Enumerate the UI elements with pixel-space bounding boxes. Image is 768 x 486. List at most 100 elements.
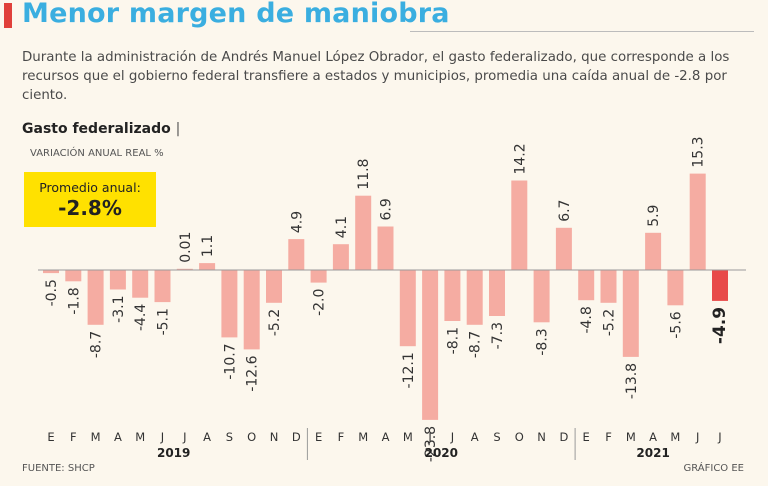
month-tick-label: D xyxy=(292,430,301,444)
month-tick-label: E xyxy=(583,430,590,444)
bar xyxy=(154,270,171,303)
month-tick-label: N xyxy=(537,430,546,444)
month-tick-label: F xyxy=(338,430,345,444)
value-label: 14.2 xyxy=(512,143,528,174)
month-tick-label: O xyxy=(515,430,524,444)
value-label: 4.9 xyxy=(289,211,305,233)
value-label: 11.8 xyxy=(356,159,372,190)
average-label: Promedio anual: xyxy=(39,180,141,195)
month-tick-label: S xyxy=(226,430,233,444)
month-tick-label: M xyxy=(670,430,680,444)
month-tick-label: J xyxy=(182,430,186,444)
bar xyxy=(332,244,349,270)
bar xyxy=(712,270,728,301)
average-box: Promedio anual: -2.8% xyxy=(24,172,156,227)
bar xyxy=(667,270,684,306)
month-tick-label: M xyxy=(626,430,636,444)
value-label: -0.5 xyxy=(44,279,60,306)
value-label: -8.1 xyxy=(445,327,461,354)
value-label: -4.4 xyxy=(133,304,149,331)
month-tick-label: O xyxy=(247,430,256,444)
value-label: 5.9 xyxy=(646,205,662,227)
bar xyxy=(422,270,439,420)
month-tick-label: M xyxy=(403,430,413,444)
bar xyxy=(689,173,706,270)
value-label: -5.2 xyxy=(267,309,283,336)
month-tick-label: F xyxy=(605,430,612,444)
bar xyxy=(87,270,104,325)
month-tick-label: M xyxy=(91,430,101,444)
value-label: -3.1 xyxy=(111,296,127,323)
bar xyxy=(555,227,572,270)
value-label: -5.1 xyxy=(156,308,172,335)
page-title: Menor margen de maniobra xyxy=(22,0,450,29)
month-tick-label: E xyxy=(47,430,54,444)
value-label: 0.01 xyxy=(178,232,194,263)
bar xyxy=(310,270,327,283)
title-divider xyxy=(410,31,754,32)
month-tick-label: J xyxy=(160,430,164,444)
bar xyxy=(288,239,305,270)
value-label: -4.9 xyxy=(710,307,730,344)
units-label: VARIACIÓN ANUAL REAL % xyxy=(30,148,164,159)
chart-title-separator: | xyxy=(175,121,181,137)
bar xyxy=(43,270,59,274)
month-tick-label: A xyxy=(471,430,479,444)
value-label: -12.6 xyxy=(245,355,261,391)
value-label: -8.7 xyxy=(89,331,105,358)
month-tick-label: D xyxy=(559,430,568,444)
month-tick-label: S xyxy=(493,430,500,444)
year-label: 2019 xyxy=(157,446,190,460)
month-tick-label: M xyxy=(135,430,145,444)
month-tick-label: E xyxy=(315,430,322,444)
value-label: -8.7 xyxy=(468,331,484,358)
value-label: 1.1 xyxy=(200,235,216,257)
chart-title-text: Gasto federalizado xyxy=(22,121,171,137)
bar xyxy=(533,270,550,323)
bar xyxy=(176,268,193,270)
credit-note: GRÁFICO EE xyxy=(683,463,744,474)
bar xyxy=(132,270,149,298)
month-tick-label: J xyxy=(695,430,699,444)
value-label: -13.8 xyxy=(624,363,640,399)
bar xyxy=(355,195,372,270)
month-tick-label: A xyxy=(649,430,657,444)
month-tick-label: A xyxy=(114,430,122,444)
value-label: -12.1 xyxy=(401,352,417,388)
value-label: 6.7 xyxy=(557,200,573,222)
bar xyxy=(243,270,260,350)
bar xyxy=(489,270,505,316)
value-label: -8.3 xyxy=(535,328,551,355)
bar xyxy=(578,270,595,301)
bar xyxy=(444,270,461,321)
value-label: -5.6 xyxy=(668,311,684,338)
bar xyxy=(199,263,216,270)
source-note: FUENTE: SHCP xyxy=(22,463,95,474)
month-tick-label: A xyxy=(382,430,390,444)
value-label: -4.8 xyxy=(579,306,595,333)
month-tick-label: F xyxy=(70,430,77,444)
bar xyxy=(600,270,617,303)
value-label: -2.0 xyxy=(312,289,328,316)
month-tick-label: J xyxy=(450,430,454,444)
value-label: -5.2 xyxy=(602,309,618,336)
value-label: 4.1 xyxy=(334,216,350,238)
bar xyxy=(622,270,639,357)
value-label: -23.8 xyxy=(423,426,439,462)
title-accent-bar xyxy=(4,3,12,28)
bar xyxy=(511,180,528,270)
bar xyxy=(266,270,282,303)
bar xyxy=(221,270,238,338)
month-tick-label: N xyxy=(270,430,279,444)
bar xyxy=(109,270,126,290)
month-tick-label: J xyxy=(427,430,431,444)
value-label: 15.3 xyxy=(691,136,707,167)
month-tick-label: J xyxy=(717,430,721,444)
bar xyxy=(377,226,394,270)
value-label: -7.3 xyxy=(490,322,506,349)
year-label: 2021 xyxy=(636,446,669,460)
bar xyxy=(65,270,82,282)
value-label: -1.8 xyxy=(66,287,82,314)
month-tick-label: M xyxy=(358,430,368,444)
